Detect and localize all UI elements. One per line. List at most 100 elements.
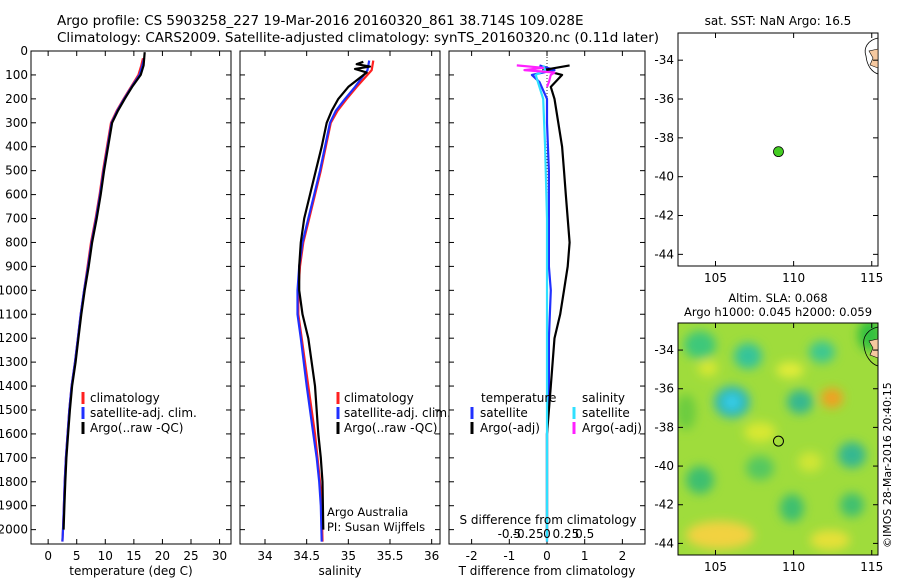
x-tick-label: 20 xyxy=(155,549,170,563)
sla-map-panel: Altim. SLA: 0.068 Argo h1000: 0.045 h200… xyxy=(654,291,883,574)
difference-series xyxy=(516,64,571,542)
sla-background xyxy=(678,323,878,555)
series-line-temperature-satellite xyxy=(530,64,556,542)
legend-label-t-argo: Argo(-adj) xyxy=(480,421,540,435)
legend-label-t-satellite: satellite xyxy=(480,406,528,420)
argo-float-marker xyxy=(773,146,784,158)
sla-map-axes: 105 110 115 -34 -36 -38 -40 -42 -44 xyxy=(654,323,883,574)
temperature-legend: climatology satellite-adj. clim. Argo(..… xyxy=(81,391,197,435)
y-tick-label: 0 xyxy=(20,44,28,58)
temperature-axis-label: temperature (deg C) xyxy=(69,564,192,578)
map-x-tick-label: 105 xyxy=(704,560,727,574)
y-tick-label: 1800 xyxy=(0,475,28,489)
y-tick-label: 1900 xyxy=(0,499,28,513)
series-line-satellite-adj-clim- xyxy=(296,60,371,542)
salinity-legend: climatology satellite-adj. clim. Argo(..… xyxy=(336,391,451,435)
s-tick-label: -0.25 xyxy=(513,527,544,541)
map-y-tick-label: -42 xyxy=(654,209,674,223)
y-tick-label: 1200 xyxy=(0,331,28,345)
temperature-series xyxy=(61,52,146,542)
map-y-tick-label: -34 xyxy=(654,53,674,67)
y-tick-label: 1500 xyxy=(0,403,28,417)
legend-title-temperature: temperature xyxy=(481,391,556,405)
header-line1: Argo profile: CS 5903258_227 19-Mar-2016… xyxy=(57,13,584,29)
land-icon xyxy=(868,48,879,69)
series-line-argo-raw-qc- xyxy=(298,60,372,530)
x-tick-label: 34 xyxy=(257,549,272,563)
annotation-argo-australia: Argo Australia xyxy=(327,505,408,519)
coastline-contour xyxy=(864,37,879,75)
temperature-panel: 0100200300400500600700800900100011001200… xyxy=(0,44,645,578)
x-tick-label: 0 xyxy=(44,549,52,563)
y-tick-label: 1000 xyxy=(0,283,28,297)
s-tick-label: 0 xyxy=(543,527,551,541)
y-tick-label: 900 xyxy=(5,259,28,273)
map-y-tick-label: -44 xyxy=(654,247,674,261)
depth-axis: 0 100 200 300 400 500 600 700 800 900 1000 1100 1200… xyxy=(0,44,645,537)
map-x-tick-label: 115 xyxy=(860,271,883,285)
sla-map-frame xyxy=(677,322,879,556)
y-tick-label: 1700 xyxy=(0,451,28,465)
legend-label-satellite: satellite-adj. clim. xyxy=(90,406,197,420)
sla-map-title: Altim. SLA: 0.068 xyxy=(728,291,827,305)
legend-label-satellite: satellite-adj. clim. xyxy=(344,406,451,420)
s-tick-label: -0.5 xyxy=(498,527,521,541)
x-tick-label: 2 xyxy=(619,549,627,563)
y-tick-label: 200 xyxy=(5,92,28,106)
sla-map-subtitle: Argo h1000: 0.045 h2000: 0.059 xyxy=(684,305,872,319)
map-y-tick-label: -44 xyxy=(654,536,674,550)
y-tick-label: 100 xyxy=(5,68,28,82)
y-tick-label: 400 xyxy=(5,140,28,154)
t-difference-label: T difference from climatology xyxy=(458,564,636,578)
y-tick-label: 300 xyxy=(5,116,28,130)
map-y-tick-label: -40 xyxy=(654,170,674,184)
x-tick-label: 35.5 xyxy=(377,549,404,563)
legend-title-salinity: salinity xyxy=(582,391,625,405)
x-tick-label: 0 xyxy=(543,549,551,563)
sla-coastline-contour xyxy=(863,326,879,367)
sla-argo-float-marker xyxy=(772,435,784,447)
x-tick-label: 36 xyxy=(424,549,439,563)
x-tick-label: 30 xyxy=(212,549,227,563)
salinity-x-axis: 34 34.5 35 35.5 36 xyxy=(257,51,439,563)
annotation-pi: PI: Susan Wijffels xyxy=(327,520,425,534)
series-line-temperature-argo-adj- xyxy=(542,64,571,530)
map-y-tick-label: -40 xyxy=(654,459,674,473)
header-line2: Climatology: CARS2009. Satellite-adjuste… xyxy=(57,30,659,46)
map-y-tick-label: -36 xyxy=(654,92,674,106)
imos-credit: ©IMOS 28-Mar-2016 20:40:15 xyxy=(881,382,894,548)
salinity-series xyxy=(296,60,375,542)
legend-label-s-satellite: satellite xyxy=(582,406,630,420)
map-y-tick-label: -38 xyxy=(654,420,674,434)
y-tick-label: 700 xyxy=(5,212,28,226)
legend-label-climatology: climatology xyxy=(344,391,414,405)
legend-label-argo: Argo(..raw -QC) xyxy=(344,421,437,435)
map-y-tick-label: -38 xyxy=(654,131,674,145)
y-tick-label: 2000 xyxy=(0,523,28,537)
s-tick-label: 0.5 xyxy=(575,527,594,541)
x-tick-label: 1 xyxy=(581,549,589,563)
temperature-x-axis: 0 5 10 15 20 25 30 xyxy=(44,51,227,563)
temperature-plot-frame xyxy=(30,50,232,545)
y-tick-label: 600 xyxy=(5,188,28,202)
y-tick-label: 1100 xyxy=(0,307,28,321)
map-y-tick-label: -42 xyxy=(654,498,674,512)
series-line-climatology xyxy=(297,60,375,542)
s-difference-ticks: -0.5-0.25 0 0.250.5 xyxy=(498,527,595,541)
y-tick-label: 800 xyxy=(5,235,28,249)
sla-heatmap xyxy=(678,323,878,555)
map-x-tick-label: 115 xyxy=(860,560,883,574)
x-tick-label: 34.5 xyxy=(293,549,320,563)
map-y-tick-label: -36 xyxy=(654,382,674,396)
legend-label-s-argo: Argo(-adj) xyxy=(582,421,642,435)
x-tick-label: 10 xyxy=(98,549,113,563)
s-difference-label: S difference from climatology xyxy=(460,513,637,527)
map-x-tick-label: 110 xyxy=(782,560,805,574)
sla-land-icon xyxy=(868,338,879,359)
salinity-plot-frame xyxy=(239,50,441,545)
map-x-tick-label: 105 xyxy=(704,271,727,285)
x-tick-label: 35 xyxy=(341,549,356,563)
map-y-tick-label: -34 xyxy=(654,343,674,357)
series-line-climatology xyxy=(61,57,145,542)
